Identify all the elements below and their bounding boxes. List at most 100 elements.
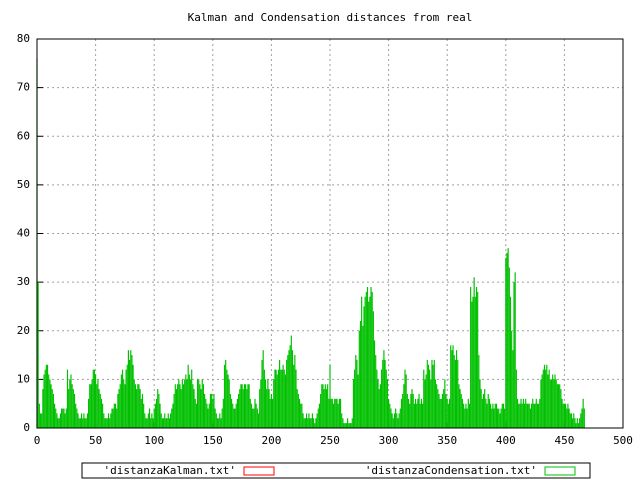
bar bbox=[209, 393, 212, 428]
bar bbox=[301, 403, 303, 428]
bar bbox=[85, 418, 87, 428]
bar bbox=[186, 379, 188, 428]
bar bbox=[556, 384, 558, 428]
bar bbox=[264, 379, 267, 428]
bar bbox=[136, 389, 138, 428]
x-tick-label: 350 bbox=[437, 434, 457, 447]
bar bbox=[281, 369, 283, 428]
bar bbox=[43, 374, 45, 428]
bar bbox=[171, 408, 173, 428]
bar bbox=[332, 403, 335, 428]
bar bbox=[89, 384, 91, 428]
bar bbox=[460, 393, 462, 428]
bar bbox=[382, 359, 384, 428]
bar bbox=[468, 403, 471, 428]
bar bbox=[380, 369, 383, 428]
bar bbox=[52, 393, 54, 428]
bar bbox=[162, 418, 165, 428]
bar bbox=[480, 389, 482, 428]
bar bbox=[529, 408, 531, 428]
bar bbox=[418, 393, 420, 428]
bar bbox=[371, 291, 373, 428]
bar bbox=[65, 408, 67, 428]
bar bbox=[191, 369, 193, 428]
bar bbox=[287, 355, 289, 428]
bar bbox=[282, 364, 284, 428]
bar bbox=[39, 413, 42, 428]
bar bbox=[91, 379, 93, 428]
bar bbox=[187, 364, 189, 428]
bar bbox=[547, 374, 549, 428]
bar bbox=[138, 384, 140, 428]
bar bbox=[542, 369, 544, 428]
bar bbox=[180, 389, 182, 428]
bar bbox=[409, 403, 411, 428]
bar bbox=[87, 398, 90, 428]
bar bbox=[160, 413, 162, 428]
bar bbox=[227, 374, 229, 428]
bar bbox=[57, 418, 59, 428]
bar bbox=[508, 267, 510, 428]
bar bbox=[463, 403, 465, 428]
bar bbox=[308, 413, 310, 428]
bar bbox=[71, 384, 73, 428]
bar bbox=[78, 418, 80, 428]
bar bbox=[254, 398, 256, 428]
bar bbox=[525, 398, 527, 428]
bar bbox=[431, 359, 433, 428]
bar bbox=[337, 403, 339, 428]
bar bbox=[472, 296, 474, 428]
bar bbox=[501, 403, 503, 428]
bar bbox=[327, 384, 329, 428]
bar bbox=[130, 350, 132, 428]
x-tick-label: 50 bbox=[89, 434, 102, 447]
bar bbox=[562, 403, 564, 428]
bar bbox=[38, 403, 40, 428]
bar bbox=[519, 403, 521, 428]
bar bbox=[395, 408, 397, 428]
bar bbox=[398, 413, 400, 428]
bar bbox=[549, 379, 551, 428]
bar bbox=[117, 393, 119, 428]
bar bbox=[99, 393, 101, 428]
y-tick-label: 70 bbox=[17, 81, 30, 94]
bar bbox=[500, 408, 502, 428]
bar bbox=[195, 403, 197, 428]
bar bbox=[241, 384, 243, 428]
bar bbox=[247, 384, 249, 428]
bar bbox=[140, 398, 142, 428]
bar bbox=[515, 369, 517, 428]
y-tick-label: 80 bbox=[17, 32, 30, 45]
bar bbox=[201, 379, 203, 428]
bar bbox=[548, 369, 550, 428]
bar bbox=[497, 408, 499, 428]
bar bbox=[146, 418, 148, 428]
bar bbox=[204, 393, 206, 428]
bar bbox=[100, 398, 103, 428]
bar bbox=[403, 384, 405, 428]
bar bbox=[120, 374, 122, 428]
bar bbox=[433, 359, 435, 428]
bar bbox=[339, 398, 342, 428]
bar bbox=[495, 403, 498, 428]
bar bbox=[240, 384, 242, 428]
bar bbox=[198, 379, 200, 428]
bar bbox=[218, 418, 220, 428]
bar bbox=[137, 384, 139, 428]
bar bbox=[338, 398, 340, 428]
bar bbox=[167, 413, 169, 428]
bar bbox=[155, 398, 158, 428]
bar bbox=[552, 374, 554, 428]
bar bbox=[97, 379, 99, 428]
y-tick-label: 60 bbox=[17, 129, 30, 142]
bar bbox=[175, 389, 178, 428]
bar bbox=[450, 345, 452, 428]
bar bbox=[194, 398, 196, 428]
bar bbox=[182, 384, 185, 428]
bar bbox=[314, 423, 316, 428]
bar bbox=[335, 398, 337, 428]
bar bbox=[53, 403, 56, 428]
bar bbox=[41, 413, 43, 428]
bar bbox=[293, 364, 295, 428]
